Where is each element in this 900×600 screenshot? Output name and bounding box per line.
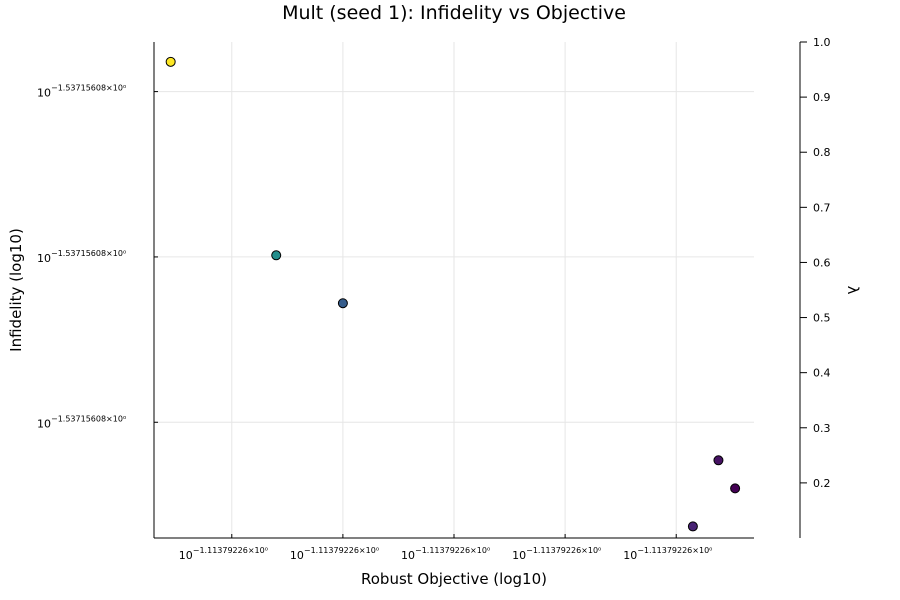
scatter-point [271,250,282,261]
colorbar-tick-label: 0.5 [813,312,831,325]
colorbar-tick-label: 0.9 [813,91,831,104]
y-tick-label: 10−1.53715608×10⁰ [37,249,126,265]
scatter-point [687,521,698,532]
scatter-point [337,298,348,309]
colorbar-tick-label: 0.7 [813,201,831,214]
x-tick-label: 10−1.11379226×10⁰ [290,546,379,562]
colorbar-ticks: 0.2 0.3 0.4 0.5 0.6 0.7 0.8 0.9 1.0 [800,36,831,490]
scatter-point [730,483,741,494]
scatter-point [165,56,176,67]
x-tick-label: 10−1.11379226×10⁰ [623,546,712,562]
colorbar-tick-label: 0.6 [813,256,831,269]
x-tick-label: 10−1.11379226×10⁰ [401,546,490,562]
x-tick-label: 10−1.11379226×10⁰ [179,546,268,562]
colorbar-tick-label: 1.0 [813,36,831,49]
scatter-point [713,455,724,466]
colorbar-tick-label: 0.4 [813,367,831,380]
colorbar: 0.2 0.3 0.4 0.5 0.6 0.7 0.8 0.9 1.0 λ [799,36,862,538]
colorbar-tick-label: 0.2 [813,477,831,490]
scatter-points [165,56,741,532]
colorbar-tick-label: 0.8 [813,146,831,159]
grid [154,42,754,538]
x-tick-label: 10−1.11379226×10⁰ [512,546,601,562]
colorbar-label: λ [844,286,862,295]
y-tick-label: 10−1.53715608×10⁰ [37,84,126,100]
x-axis-label: Robust Objective (log10) [361,570,547,588]
y-axis-label: Infidelity (log10) [7,228,25,352]
chart-title: Mult (seed 1): Infidelity vs Objective [282,2,626,24]
colorbar-tick-label: 0.3 [813,422,831,435]
y-tick-label: 10−1.53715608×10⁰ [37,414,126,430]
y-tick-labels: 10−1.53715608×10⁰ 10−1.53715608×10⁰ 10−1.5… [37,84,158,430]
